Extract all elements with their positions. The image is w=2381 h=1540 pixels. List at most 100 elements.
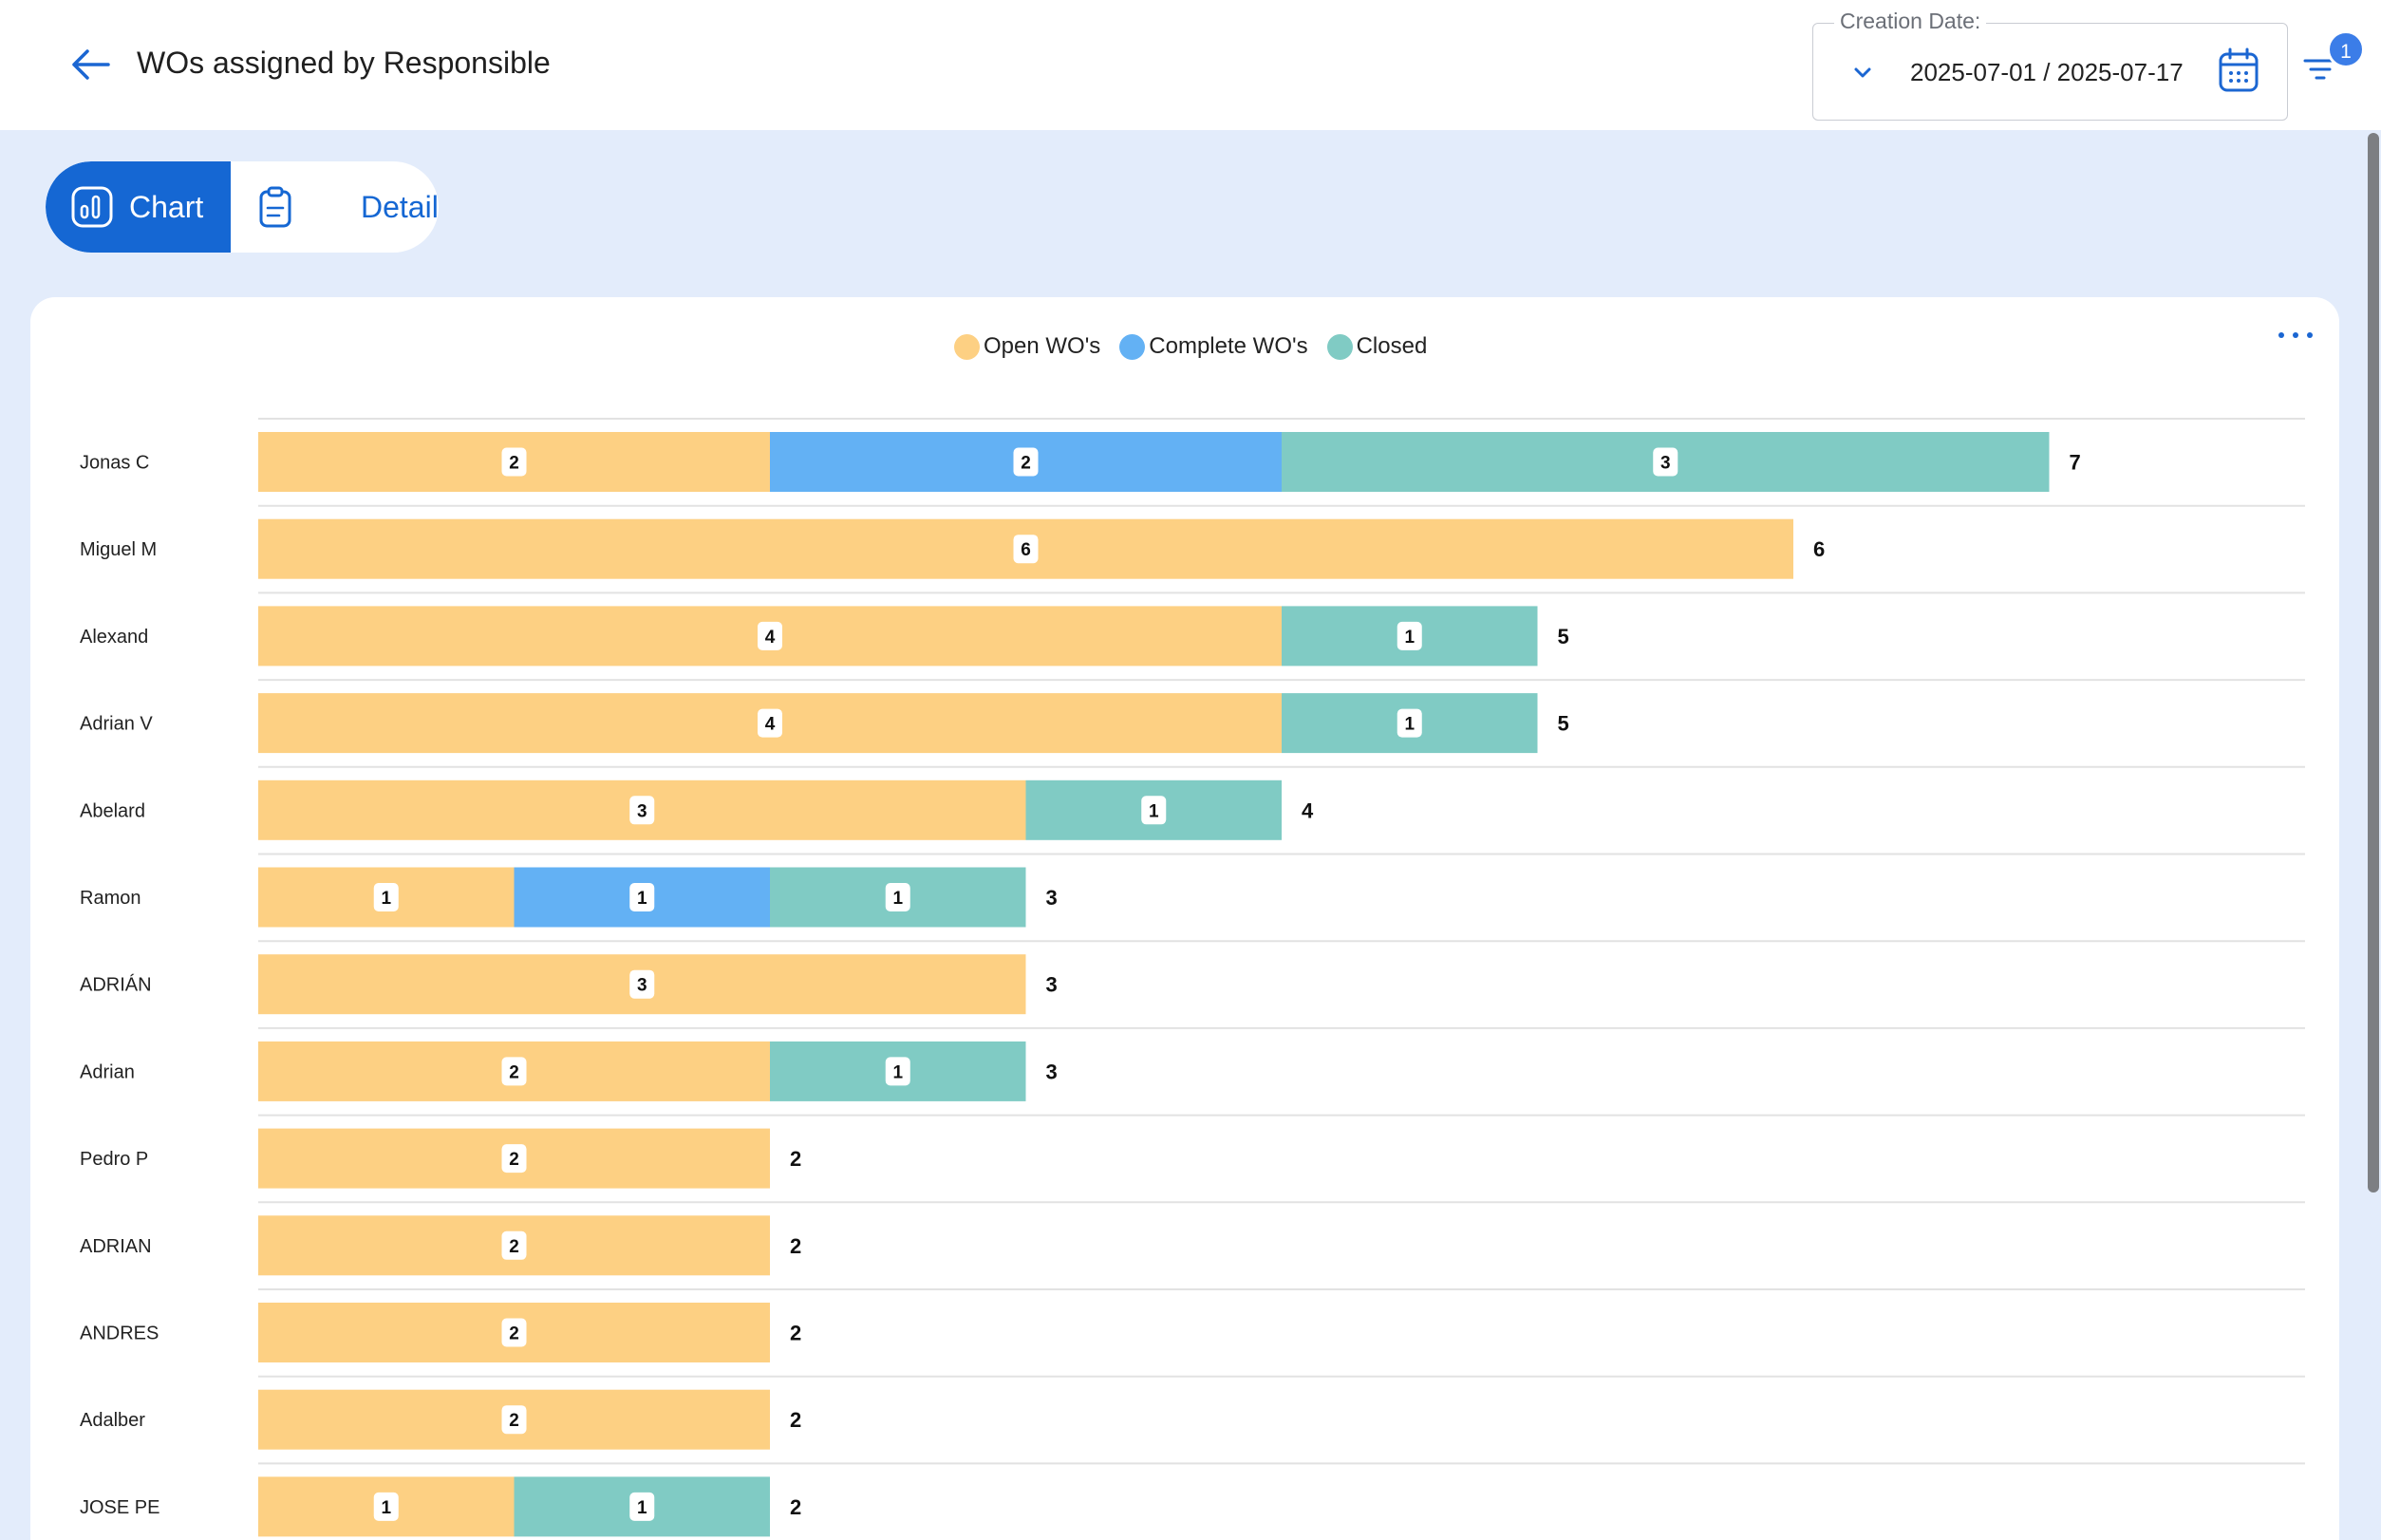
more-options-icon[interactable] [2277,326,2315,345]
tab-chart[interactable]: Chart [46,161,231,253]
segment-value-label: 1 [381,1498,391,1518]
bar-total-label: 4 [1302,798,1314,822]
category-label: Jonas C [80,453,149,474]
page-title: WOs assigned by Responsible [137,46,551,80]
category-label: Miguel M [80,539,157,560]
category-label: Abelard [80,800,145,821]
bar-total-label: 2 [790,1147,801,1171]
segment-value-box [1013,447,1039,477]
segment-value-box [1653,447,1678,477]
segment-value-box [758,708,782,738]
date-range-value[interactable]: 2025-07-01 / 2025-07-17 [1910,58,2184,86]
category-label: ADRIAN [80,1236,152,1257]
legend-label-closed: Closed [1356,333,1428,359]
chevron-down-icon[interactable] [1849,60,1876,86]
segment-value-label: 1 [1404,628,1415,648]
legend-dot-closed [1326,333,1353,360]
category-label: Adrian [80,1061,135,1082]
segment-value-label: 4 [765,715,776,735]
category-label: ADRIÁN [80,974,152,996]
segment-value-label: 2 [509,1150,519,1170]
legend-item-open[interactable]: Open WO's [954,333,1100,360]
segment-value-box [629,883,655,911]
segment-value-label: 1 [1404,715,1415,735]
back-arrow-icon[interactable] [66,44,114,85]
legend-label-open: Open WO's [984,333,1101,359]
top-header: WOs assigned by Responsible Creation Dat… [0,0,2381,130]
segment-value-label: 2 [509,454,519,474]
tab-chart-label: Chart [129,190,204,224]
segment-value-box [373,1492,399,1521]
page-scrollbar[interactable] [2368,133,2379,1193]
bar-total-label: 3 [1046,973,1058,997]
filter-count-badge: 1 [2327,30,2365,68]
segment-value-label: 2 [509,1411,519,1431]
category-label: Alexand [80,627,148,648]
bar-total-label: 7 [2070,451,2081,475]
category-label: JOSE PE [80,1497,159,1518]
calendar-icon[interactable] [2217,47,2260,94]
category-label: Adalber [80,1410,145,1431]
segment-value-label: 4 [765,628,776,648]
clipboard-icon [259,186,291,228]
segment-value-label: 2 [509,1237,519,1257]
segment-value-label: 3 [637,976,647,996]
view-tabs: Chart Details [46,161,439,253]
segment-value-box [501,1230,527,1260]
segment-value-box [501,447,527,477]
category-label: Adrian V [80,714,153,735]
bar-total-label: 5 [1558,625,1569,648]
segment-value-box [629,1492,655,1521]
bar-total-label: 3 [1046,886,1058,910]
segment-value-label: 1 [1149,801,1159,821]
segment-value-box [885,1057,910,1086]
segment-value-label: 1 [637,889,647,909]
segment-value-box [1141,796,1167,825]
segment-value-box [629,969,655,999]
bar-total-label: 2 [790,1408,801,1432]
segment-value-box [501,1318,527,1347]
legend-item-complete[interactable]: Complete WO's [1119,333,1308,360]
chart-card: Open WO's Complete WO's Closed Jonas C 2 2… [30,297,2339,1540]
date-filter-label: Creation Date: [1834,7,1987,35]
bar-total-label: 2 [790,1495,801,1519]
bar-total-label: 6 [1813,537,1825,561]
segment-value-box [1397,708,1422,738]
category-label: Pedro P [80,1149,148,1170]
bar-total-label: 2 [790,1234,801,1258]
bar-total-label: 5 [1558,712,1569,736]
segment-value-box [501,1144,527,1174]
segment-value-box [373,883,399,911]
segment-value-label: 2 [509,1062,519,1082]
segment-value-box [629,796,655,825]
legend-item-closed[interactable]: Closed [1326,333,1428,360]
segment-value-label: 1 [892,889,903,909]
segment-value-label: 2 [1021,454,1031,474]
segment-value-box [1397,621,1422,650]
stacked-bar-chart: Jonas C 2 2 3 7 Miguel M 6 6 Alexand 4 1 5 Adrian V 4… [80,418,2305,1537]
segment-value-box [1013,535,1039,564]
segment-value-label: 1 [637,1498,647,1518]
category-label: ANDRES [80,1324,159,1344]
legend-dot-complete [1119,333,1146,360]
bar-total-label: 3 [1046,1060,1058,1083]
segment-value-label: 3 [637,801,647,821]
segment-value-label: 1 [381,889,391,909]
segment-value-label: 1 [892,1062,903,1082]
chart-legend: Open WO's Complete WO's Closed [954,329,1446,364]
segment-value-label: 2 [509,1324,519,1344]
segment-value-box [758,621,782,650]
legend-label-complete: Complete WO's [1149,333,1308,359]
segment-value-box [885,883,910,911]
legend-dot-open [954,333,980,360]
segment-value-box [501,1057,527,1086]
category-label: Ramon [80,888,141,909]
segment-value-label: 3 [1660,454,1671,474]
segment-value-label: 6 [1021,540,1031,560]
segment-value-box [501,1405,527,1435]
bar-total-label: 2 [790,1322,801,1345]
tab-details-label: Details [361,190,439,224]
chart-icon [71,186,113,228]
tab-details[interactable]: Details [231,161,439,253]
creation-date-filter[interactable]: Creation Date: 2025-07-01 / 2025-07-17 [1812,7,2288,121]
